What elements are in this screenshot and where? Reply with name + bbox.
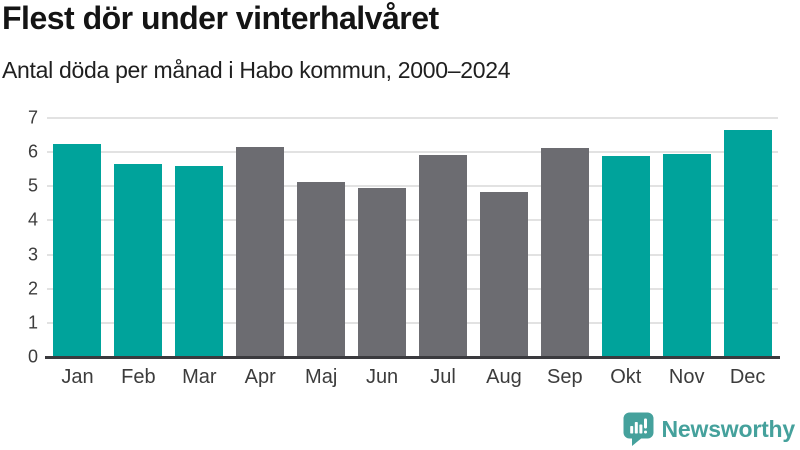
bar-slot-aug bbox=[473, 118, 534, 357]
bar-jun bbox=[358, 187, 407, 357]
plot-area bbox=[45, 117, 780, 359]
gridline-4 bbox=[47, 219, 778, 222]
y-tick-label-2: 2 bbox=[27, 278, 38, 299]
bar-jul bbox=[418, 154, 467, 357]
bar-slot-okt bbox=[595, 118, 656, 357]
y-tick-label-0: 0 bbox=[27, 346, 38, 367]
x-tick-label-jan: Jan bbox=[61, 366, 94, 388]
x-tick-label-nov: Nov bbox=[668, 366, 705, 388]
bar-slot-feb bbox=[108, 118, 169, 357]
y-tick-label-1: 1 bbox=[27, 312, 38, 333]
newsworthy-logo-icon bbox=[623, 412, 654, 446]
gridline-5 bbox=[47, 185, 778, 188]
bar-slot-sep bbox=[534, 118, 595, 357]
x-tick-label-sep: Sep bbox=[547, 366, 583, 388]
gridline-3 bbox=[47, 253, 778, 256]
x-tick-label-jul: Jul bbox=[430, 366, 456, 388]
x-tick-label-mar: Mar bbox=[182, 366, 217, 388]
chart-subtitle: Antal döda per månad i Habo kommun, 2000… bbox=[2, 57, 511, 83]
gridline-7 bbox=[47, 117, 778, 119]
bar-slot-nov bbox=[656, 118, 717, 357]
y-tick-label-7: 7 bbox=[27, 107, 38, 128]
x-tick-label-maj: Maj bbox=[305, 366, 338, 388]
bar-dec bbox=[723, 130, 772, 357]
x-tick-label-okt: Okt bbox=[610, 366, 642, 388]
bar-nov bbox=[662, 153, 711, 357]
bar-slot-jun bbox=[352, 118, 413, 357]
bar-slot-apr bbox=[230, 118, 291, 357]
bar-okt bbox=[601, 156, 650, 357]
bar-maj bbox=[297, 182, 346, 357]
x-tick-label-jun: Jun bbox=[365, 366, 399, 388]
y-tick-label-3: 3 bbox=[27, 244, 38, 265]
y-tick-label-6: 6 bbox=[27, 141, 38, 162]
bar-sep bbox=[540, 148, 589, 357]
bar-slot-jan bbox=[47, 118, 108, 357]
x-tick-label-aug: Aug bbox=[486, 366, 522, 388]
y-tick-label-4: 4 bbox=[27, 210, 38, 231]
bar-slot-dec bbox=[717, 118, 778, 357]
bar-slot-maj bbox=[291, 118, 352, 357]
gridline-6 bbox=[47, 151, 778, 154]
x-tick-label-feb: Feb bbox=[121, 366, 156, 388]
y-axis: 0 1 2 3 4 5 6 7 bbox=[0, 109, 38, 366]
bar-slot-mar bbox=[169, 118, 230, 357]
x-tick-label-dec: Dec bbox=[729, 366, 766, 388]
bar-slot-jul bbox=[413, 118, 474, 357]
bars bbox=[47, 118, 778, 357]
x-tick-label-apr: Apr bbox=[244, 366, 276, 388]
gridline-2 bbox=[47, 287, 778, 290]
bar-feb bbox=[114, 164, 163, 357]
y-tick-label-5: 5 bbox=[27, 175, 38, 196]
bar-aug bbox=[479, 191, 528, 357]
x-axis-line bbox=[45, 356, 780, 359]
newsworthy-logo[interactable]: Newsworthy bbox=[623, 412, 795, 446]
x-axis: Jan Feb Mar Apr Maj Jun Jul Aug Sep Okt Nov Dec bbox=[47, 366, 778, 389]
bar-apr bbox=[236, 146, 285, 357]
gridline-1 bbox=[47, 321, 778, 324]
bar-jan bbox=[53, 143, 102, 357]
newsworthy-logo-text: Newsworthy bbox=[661, 415, 796, 442]
chart-title: Flest dör under vinterhalvåret bbox=[2, 0, 439, 36]
bar-mar bbox=[175, 165, 224, 357]
